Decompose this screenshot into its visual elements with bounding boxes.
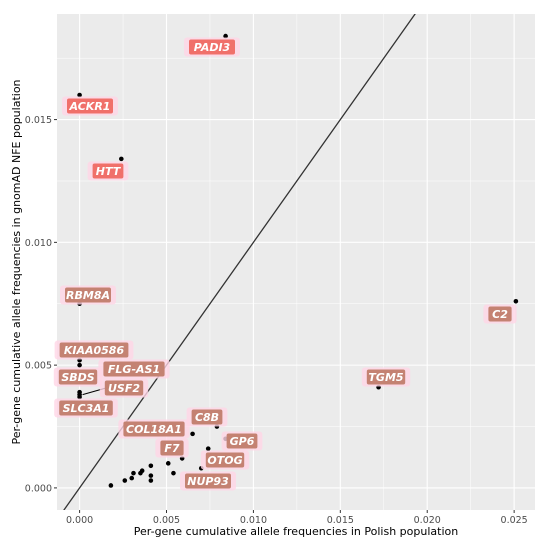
data-point (171, 470, 176, 476)
label-box (103, 361, 165, 377)
x-tick-label: 0.010 (240, 515, 267, 526)
y-axis-title: Per-gene cumulative allele frequencies i… (10, 79, 23, 444)
gene-label-slc3a1: SLC3A1 (54, 398, 118, 418)
data-point-slc3a1 (77, 394, 82, 400)
x-tick-label: 0.000 (66, 515, 93, 526)
identity-line (63, 14, 416, 510)
data-point-ackr1 (77, 92, 82, 98)
gene-label-padi3: PADI3 (184, 37, 240, 57)
data-point-col18a1 (190, 431, 195, 437)
label-box (58, 369, 98, 385)
gene-label-text: TGM5 (368, 371, 403, 384)
gene-label-text: SLC3A1 (63, 402, 110, 415)
x-tick-label: 0.025 (501, 515, 528, 526)
gene-label-nup93: NUP93 (180, 471, 236, 491)
label-box (226, 433, 258, 449)
label-box (189, 39, 235, 55)
label-box (104, 380, 144, 396)
gene-label-text: OTOG (207, 454, 242, 467)
gene-label-text: FLG-AS1 (108, 363, 160, 376)
data-point (148, 478, 154, 483)
gene-label-sbds: SBDS (53, 367, 103, 387)
label-box (366, 369, 406, 385)
data-point-c2 (513, 298, 519, 304)
data-point-otog (205, 446, 211, 451)
label-box (191, 409, 223, 425)
y-tick-label: 0.015 (25, 115, 52, 126)
gene-label-text: KIAA0586 (64, 344, 125, 357)
gene-label-flg-as1: FLG-AS1 (98, 359, 170, 379)
gene-label-text: RBM8A (66, 289, 110, 302)
x-tick-label: 0.015 (327, 515, 354, 526)
data-point (165, 461, 171, 466)
label-box (59, 400, 113, 416)
gene-label-htt: HTT (87, 161, 129, 181)
label-box (160, 440, 184, 456)
label-box (92, 163, 124, 179)
y-tick-label: 0.000 (25, 483, 52, 494)
minor-gridlines (57, 14, 535, 510)
x-axis: 0.000 0.005 0.010 0.015 0.020 0.025 (66, 510, 528, 526)
data-point-flg-as1 (77, 362, 82, 368)
y-tick-label: 0.005 (25, 361, 52, 372)
label-box (67, 98, 113, 114)
data-point-padi3 (223, 33, 228, 39)
x-axis-title: Per-gene cumulative allele frequencies i… (134, 525, 458, 538)
label-box (185, 473, 231, 489)
gene-label-gp6: GP6 (221, 431, 263, 451)
gene-label-usf2: USF2 (99, 378, 149, 398)
gene-label-text: PADI3 (194, 41, 231, 54)
data-point (139, 468, 145, 474)
label-box (205, 452, 245, 468)
data-point (129, 475, 135, 481)
gene-label-ackr1: ACKR1 (62, 96, 118, 116)
gene-label-kiaa0586: KIAA0586 (54, 340, 134, 360)
label-box (488, 306, 512, 322)
gene-label-rbm8a: RBM8A (60, 285, 116, 305)
gene-label-text: NUP93 (187, 475, 229, 488)
gene-label-c8b: C8B (186, 407, 228, 427)
data-point (148, 463, 154, 469)
gene-label-text: GP6 (230, 435, 255, 448)
y-tick-label: 0.010 (25, 238, 52, 249)
gene-label-f7: F7 (155, 438, 189, 458)
gene-label-text: C8B (195, 411, 219, 424)
gene-label-col18a1: COL18A1 (118, 419, 190, 439)
x-tick-label: 0.020 (414, 515, 441, 526)
gene-label-text: F7 (164, 442, 180, 455)
gene-label-text: HTT (96, 165, 122, 178)
gene-labels: PADI3 ACKR1 HTT RBM8A C2 KIAA0586 FLG-AS1 SBDS U… (53, 37, 517, 491)
gene-label-otog: OTOG (200, 450, 250, 470)
gene-label-text: C2 (492, 308, 508, 321)
gene-label-tgm5: TGM5 (361, 367, 411, 387)
gene-label-text: SBDS (61, 371, 94, 384)
data-point-htt (119, 156, 124, 162)
x-tick-label: 0.005 (153, 515, 180, 526)
data-point (131, 470, 136, 476)
gene-label-text: ACKR1 (69, 100, 111, 113)
label-box (59, 342, 129, 358)
y-axis: 0.000 0.005 0.010 0.015 (25, 115, 57, 494)
gene-label-text: USF2 (108, 382, 140, 395)
data-point (108, 483, 114, 488)
gene-label-text: COL18A1 (126, 423, 182, 436)
data-point (122, 478, 128, 483)
gene-label-c2: C2 (483, 304, 517, 324)
label-box (65, 287, 111, 303)
data-point (148, 473, 154, 478)
label-box (123, 421, 185, 437)
